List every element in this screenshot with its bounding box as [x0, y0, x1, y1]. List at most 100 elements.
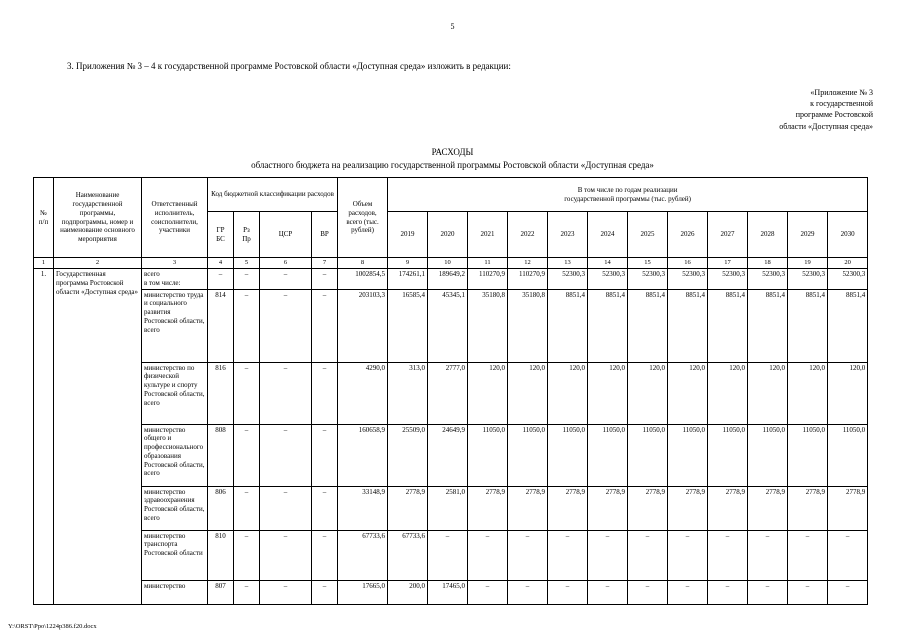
column-number: 6	[259, 257, 312, 269]
budget-code-cell: 806	[207, 485, 234, 531]
col-header-year: 2019	[387, 211, 429, 258]
year-value-cell: 110270,9	[467, 268, 509, 290]
column-number: 12	[507, 257, 549, 269]
year-value-cell: 8851,4	[547, 288, 589, 363]
appendix-line: «Приложение № 3	[810, 88, 873, 97]
table-body: 1. Государственная программа Ростовской о…	[33, 268, 869, 605]
budget-code-cell: –	[233, 268, 260, 290]
year-value-cell: 120,0	[547, 361, 589, 425]
col-header-year: 2024	[587, 211, 629, 258]
total-amount-cell: 17665,0	[337, 579, 389, 605]
year-value-cell: 120,0	[667, 361, 709, 425]
year-value-cell: 17465,0	[427, 579, 469, 605]
column-number: 17	[707, 257, 749, 269]
year-value-cell: 200,0	[387, 579, 429, 605]
budget-code-cell: –	[310, 423, 339, 487]
appendix-line: программе Ростовской	[795, 110, 873, 120]
table-row: министерство здравоохранения Ростовской …	[34, 485, 869, 531]
col-header-name: Наименование государственной программы, …	[53, 177, 142, 258]
budget-code-cell: 807	[207, 579, 234, 605]
executor-cell: всего в том числе:	[141, 268, 208, 290]
budget-code-cell: –	[233, 529, 260, 581]
executor-cell: министерство	[141, 579, 208, 605]
year-value-cell: 2778,9	[667, 485, 709, 531]
year-value-cell: 110270,9	[507, 268, 549, 290]
expenses-table-wrap: № п/п Наименование государственной прогр…	[33, 177, 875, 611]
year-value-cell: –	[547, 579, 589, 605]
budget-code-cell: 816	[207, 361, 234, 425]
column-number: 15	[627, 257, 669, 269]
budget-code-cell: –	[233, 579, 260, 605]
year-value-cell: 35180,8	[467, 288, 509, 363]
year-value-cell: 52300,3	[547, 268, 589, 290]
document-title: РАСХОДЫ	[431, 147, 474, 157]
year-value-cell: 8851,4	[827, 288, 869, 363]
column-number: 7	[310, 257, 339, 269]
column-number: 9	[387, 257, 429, 269]
budget-code-cell: –	[233, 423, 260, 487]
year-value-cell: 174261,1	[387, 268, 429, 290]
year-value-cell: 11050,0	[467, 423, 509, 487]
year-value-cell: –	[787, 579, 829, 605]
year-value-cell: 2777,0	[427, 361, 469, 425]
year-value-cell: –	[507, 579, 549, 605]
year-value-cell: –	[747, 529, 789, 581]
year-value-cell: 120,0	[627, 361, 669, 425]
col-header-csr: ЦСР	[259, 211, 312, 258]
year-value-cell: 2778,9	[787, 485, 829, 531]
document-subtitle: областного бюджета на реализацию государ…	[251, 160, 654, 171]
budget-code-cell: –	[310, 288, 339, 363]
year-value-cell: –	[427, 529, 469, 581]
year-value-cell: –	[587, 529, 629, 581]
budget-code-cell: –	[259, 361, 312, 425]
year-value-cell: 11050,0	[747, 423, 789, 487]
appendix-line: области «Доступная среда»	[779, 121, 873, 131]
budget-code-cell: –	[233, 288, 260, 363]
year-value-cell: 8851,4	[587, 288, 629, 363]
year-value-cell: 2778,9	[747, 485, 789, 531]
col-header-year: 2026	[667, 211, 709, 258]
header-row-top: № п/п Наименование государственной прогр…	[33, 177, 869, 258]
col-header-years-group: В том числе по годам реализации государс…	[387, 177, 869, 212]
column-number: 4	[207, 257, 234, 269]
year-value-cell: 2778,9	[627, 485, 669, 531]
budget-code-cell: –	[259, 529, 312, 581]
year-value-cell: 52300,3	[667, 268, 709, 290]
year-value-cell: 52300,3	[747, 268, 789, 290]
total-amount-cell: 67733,6	[337, 529, 389, 581]
col-header-rzpr: Рз Пр	[233, 211, 260, 258]
year-value-cell: 25509,0	[387, 423, 429, 487]
year-value-cell: 8851,4	[627, 288, 669, 363]
year-value-cell: 120,0	[827, 361, 869, 425]
year-value-cell: –	[627, 529, 669, 581]
year-value-cell: 120,0	[587, 361, 629, 425]
column-number: 13	[547, 257, 589, 269]
intro-paragraph: 3. Приложения № 3 – 4 к государственной …	[67, 61, 511, 71]
col-header-year: 2030	[827, 211, 869, 258]
year-value-cell: –	[787, 529, 829, 581]
year-value-cell: –	[467, 579, 509, 605]
executor-cell: министерство по физической культуре и сп…	[141, 361, 208, 425]
year-value-cell: 8851,4	[747, 288, 789, 363]
year-value-cell: 67733,6	[387, 529, 429, 581]
col-header-vr: ВР	[310, 211, 339, 258]
col-header-total: Объем расходов, всего (тыс. рублей)	[337, 177, 389, 258]
year-value-cell: –	[827, 579, 869, 605]
table-row: министерство общего и профессионального …	[34, 423, 869, 487]
col-header-year: 2023	[547, 211, 589, 258]
year-value-cell: 2778,9	[507, 485, 549, 531]
column-number: 8	[337, 257, 389, 269]
file-path-footer: Y:\ORST\Ppo\1224p386.f20.docx	[8, 623, 97, 630]
column-number-row: 1 2 3 4 5 6 7 8 9 10 11 12 13 14 15 16 17 18 19 20	[33, 257, 869, 269]
year-value-cell: –	[667, 579, 709, 605]
year-value-cell: 120,0	[467, 361, 509, 425]
column-number: 19	[787, 257, 829, 269]
year-value-cell: 2778,9	[547, 485, 589, 531]
year-value-cell: –	[707, 579, 749, 605]
col-header-year: 2020	[427, 211, 469, 258]
year-value-cell: –	[507, 529, 549, 581]
column-number: 3	[141, 257, 208, 269]
column-number: 14	[587, 257, 629, 269]
year-value-cell: 8851,4	[707, 288, 749, 363]
executor-cell: министерство труда и социального развити…	[141, 288, 208, 363]
